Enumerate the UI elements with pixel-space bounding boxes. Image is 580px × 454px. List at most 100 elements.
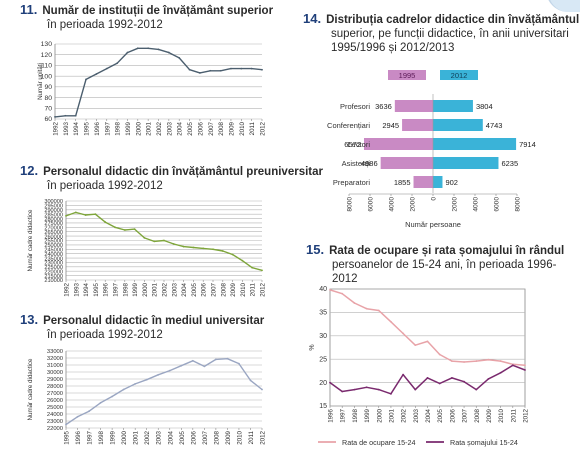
x-tick-label: 1992: [53, 121, 60, 135]
data-label-1995: 1855: [394, 178, 411, 187]
data-point: [74, 211, 77, 214]
bar-2012: [433, 100, 473, 112]
data-point: [475, 360, 478, 362]
chart-14-title-line2: superior, pe funcții didactice, în anii …: [331, 28, 569, 40]
y-tick-label: 215000: [44, 274, 63, 280]
x-axis-label: Număr persoane: [405, 220, 461, 229]
bar-1995: [363, 138, 433, 150]
chart-11-title: 11. Număr de instituții de învățământ sup…: [20, 3, 273, 32]
data-point: [143, 236, 146, 239]
x-tick-label: 2009: [230, 282, 237, 296]
data-point: [463, 361, 465, 363]
x-tick-label: 2006: [449, 408, 456, 422]
series-line-1: [65, 357, 263, 426]
chart-11: 60 70 80 90 100 110 120 130 1992 1993 1994 1995 1996…: [37, 41, 267, 136]
x-tick-label: 2004: [167, 430, 174, 444]
data-point: [85, 78, 87, 81]
data-point: [203, 365, 206, 368]
bar-1995: [394, 100, 433, 112]
y-tick-label: 295000: [44, 204, 63, 210]
y-tick-label: 225000: [44, 265, 63, 271]
data-point: [475, 388, 478, 391]
y-tick-label: 80: [44, 95, 52, 102]
x-tick-label: 2008: [474, 408, 481, 422]
y-tick-label: 22000: [47, 426, 63, 432]
data-point: [438, 353, 441, 356]
x-tick-label: 2003: [166, 121, 173, 135]
data-point: [402, 373, 405, 376]
data-point: [105, 67, 108, 70]
x-tick-label: 2003: [171, 282, 178, 296]
data-point: [261, 68, 263, 71]
data-point: [487, 377, 490, 380]
data-point: [104, 221, 107, 223]
x-tick-label: 2008: [218, 121, 225, 135]
data-point: [153, 240, 156, 243]
y-tick-label: 35: [319, 310, 327, 317]
y-tick-label: 27000: [47, 391, 63, 397]
data-point: [250, 67, 253, 70]
data-point: [202, 247, 205, 250]
x-tick-label: 2009: [228, 121, 235, 135]
x-tick-label: 2011: [250, 282, 257, 296]
data-label-2012: 7914: [519, 140, 536, 149]
corner-decoration: [546, 0, 580, 12]
data-label-2012: 4743: [486, 121, 503, 130]
data-point: [341, 390, 344, 393]
x-tick-label: 2004: [425, 408, 432, 422]
x-tick-label: 2005: [437, 408, 444, 422]
y-tick-label: 275000: [44, 221, 63, 227]
category-label: Profesori: [340, 102, 370, 111]
series-line-1: [329, 289, 526, 367]
data-point: [65, 215, 67, 217]
bar-2012: [433, 176, 443, 188]
data-point: [426, 340, 429, 343]
x-tick-label: 1995: [93, 282, 100, 296]
chart-13-title-line1: Personalul didactic în mediul universita…: [43, 315, 265, 327]
chart-12-title-line2: în perioada 1992-2012: [47, 180, 163, 192]
chart-15: 15 20 25 30 35 40 1996 1997 1998 1999 2000 2001 2002…: [309, 286, 530, 447]
x-tick-label: 2001: [388, 408, 395, 422]
bar-2012: [433, 157, 499, 169]
y-tick-label: 250000: [44, 243, 63, 249]
data-point: [261, 269, 263, 272]
chart-13-title-line2: în perioada 1992-2012: [47, 329, 163, 341]
chart-12-title-line1: Personalul didactic din învățământul pre…: [43, 166, 323, 178]
x-tick-label: 2010: [498, 408, 505, 422]
data-point: [147, 47, 150, 50]
bar-1995: [380, 157, 433, 169]
data-point: [191, 359, 194, 362]
x-tick-label: 2004: [181, 282, 188, 296]
chart-15-title-line2: persoanelor de 15-24 ani, în perioada 19…: [332, 259, 557, 285]
x-tick-label: 2010: [239, 121, 246, 135]
x-tick-label: 1996: [328, 408, 335, 422]
data-point: [94, 213, 97, 216]
data-label-1995: 4986: [361, 159, 378, 168]
data-point: [487, 358, 490, 361]
chart-13-title: 13. Personalul didactic în mediul univers…: [20, 313, 264, 342]
x-tick-label: 1995: [64, 430, 71, 444]
x-tick-label: 2011: [249, 121, 256, 135]
y-tick-label: 33000: [47, 349, 63, 355]
data-point: [251, 266, 254, 269]
data-point: [145, 378, 148, 381]
y-tick-label: 120: [41, 52, 53, 59]
y-tick-label: 280000: [44, 217, 63, 223]
x-tick-label: 2002: [156, 121, 163, 135]
y-tick-label: 240000: [44, 252, 63, 258]
x-tick-label: 2006: [197, 121, 204, 135]
y-tick-label: 300000: [44, 199, 63, 205]
data-label-1995: 2945: [382, 121, 399, 130]
data-point: [414, 388, 417, 391]
data-point: [192, 246, 195, 249]
data-point: [414, 344, 417, 347]
x-tick-label: 2000: [121, 430, 128, 444]
x-tick-label: 2003: [156, 430, 163, 444]
y-tick-label: 25: [319, 356, 327, 363]
x-tick-label: 1998: [122, 282, 129, 296]
data-label-2012: 902: [445, 178, 458, 187]
chart-15-title-line1: Rata de ocupare și rata șomajului în rân…: [329, 245, 565, 257]
data-point: [163, 239, 165, 242]
data-point: [188, 68, 191, 71]
x-tick-label: 4000: [389, 197, 396, 212]
